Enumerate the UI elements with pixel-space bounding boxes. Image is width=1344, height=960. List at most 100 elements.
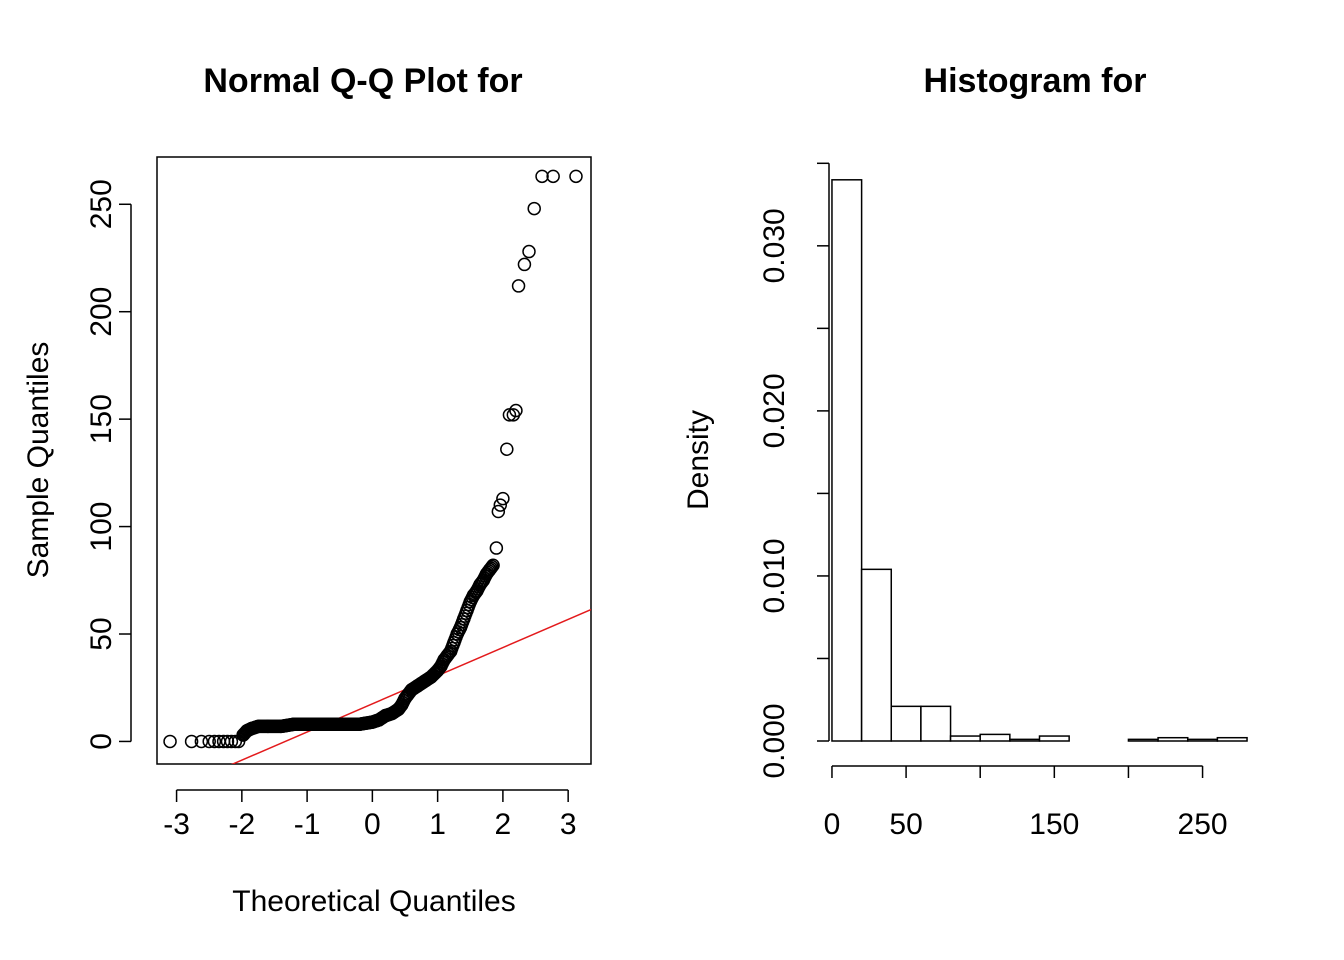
qq-plot-frame [156,156,592,765]
qq-point [365,715,380,729]
qq-point [443,644,458,658]
qq-point [517,257,532,272]
qq-point [493,498,508,512]
qq-y-axis: 0 50 100 150 200 250 [85,179,132,750]
qq-point [496,491,510,506]
qq-point [569,169,583,184]
qq-point [460,603,474,618]
histogram-bar [831,179,863,742]
qq-x-tick-label: 3 [560,808,577,841]
histogram-x-tick-label: 0 [824,808,841,841]
histogram-y-tick-label: 0.020 [758,373,791,448]
qq-point [202,734,216,749]
histogram-bar [860,568,893,742]
histogram-bar [1038,735,1070,742]
histogram-y-tick-label: 0.010 [758,538,791,613]
histogram-bar [1186,738,1219,742]
histogram-bar [1216,736,1248,742]
qq-point [434,659,448,673]
histogram-bar [1009,738,1041,742]
qq-point [339,717,354,731]
qq-point [287,717,301,731]
qq-point [391,702,406,716]
qq-y-tick-label: 200 [85,287,118,337]
qq-point [194,734,209,749]
qq-x-tick-label: -1 [294,808,321,841]
qq-point [456,612,471,626]
qq-point [450,627,464,641]
qq-point [437,653,451,667]
histogram-bar [979,733,1011,742]
qq-point [491,504,506,519]
histogram-x-axis: 0 50 150 250 [824,765,1228,841]
histogram-bar [949,735,981,742]
qq-y-tick-label: 100 [85,502,118,552]
qq-y-tick-label: 0 [85,733,118,750]
qq-reference-line [230,608,591,764]
qq-point [244,721,259,736]
qq-x-tick-label: 0 [364,808,381,841]
qq-point [220,734,235,749]
qq-point [470,584,484,598]
qq-point [527,201,541,216]
qq-point [546,169,560,184]
histogram-y-label: Density [682,410,715,510]
qq-point [224,734,239,749]
qq-point [453,620,468,635]
qq-point [430,663,445,678]
qq-point [473,577,487,592]
histogram-y-axis: 0.000 0.010 0.020 0.030 [758,162,830,779]
qq-x-tick-label: -2 [228,808,255,841]
qq-x-label: Theoretical Quantiles [232,885,515,918]
qq-point [447,635,461,650]
qq-point [326,717,340,731]
qq-point [440,648,455,663]
qq-x-tick-label: 1 [429,808,446,841]
qq-y-tick-label: 150 [85,394,118,444]
histogram-bar [1157,736,1189,742]
qq-point [352,717,367,731]
qq-x-tick-label: -3 [163,808,190,841]
histogram-bar [890,705,922,742]
qq-point [489,541,504,555]
qq-point [522,244,536,259]
histogram-bar [920,705,952,742]
histogram-y-tick-label: 0.030 [758,208,791,283]
qq-title: Normal Q-Q Plot for [203,62,522,100]
qq-plot-area [156,156,592,765]
qq-point [511,279,526,293]
qq-point [313,717,327,731]
qq-point [500,442,514,456]
qq-x-axis: -3 -2 -1 0 1 2 3 [163,789,577,841]
qq-point [184,734,199,749]
qq-point [251,719,265,734]
qq-panel: Normal Q-Q Plot for -3 -2 -1 0 1 2 3 0 50 100 150… [22,62,592,918]
histogram-bars [831,179,1248,742]
qq-points [163,169,583,749]
qq-y-tick-label: 250 [85,179,118,229]
qq-x-tick-label: 2 [495,808,512,841]
histogram-panel: Histogram for 0 50 150 250 0.0000.0100.0200… [682,62,1248,841]
qq-point [378,708,393,723]
qq-point [398,691,412,706]
qq-point [479,567,494,581]
qq-point [300,717,314,731]
qq-point [394,698,409,712]
qq-point [207,734,222,749]
qq-point [261,719,275,734]
qq-point [476,573,491,588]
qq-point [274,719,288,734]
histogram-bar [1127,738,1159,742]
qq-point [466,588,481,603]
histogram-title: Histogram for [924,62,1147,100]
histogram-x-tick-label: 150 [1029,808,1079,841]
qq-point [535,169,549,184]
qq-point [486,558,500,572]
qq-point [236,728,250,742]
qq-point [463,595,478,609]
qq-point [483,562,497,577]
qq-point [509,403,523,418]
qq-point [163,734,177,749]
qq-y-label: Sample Quantiles [22,342,55,579]
